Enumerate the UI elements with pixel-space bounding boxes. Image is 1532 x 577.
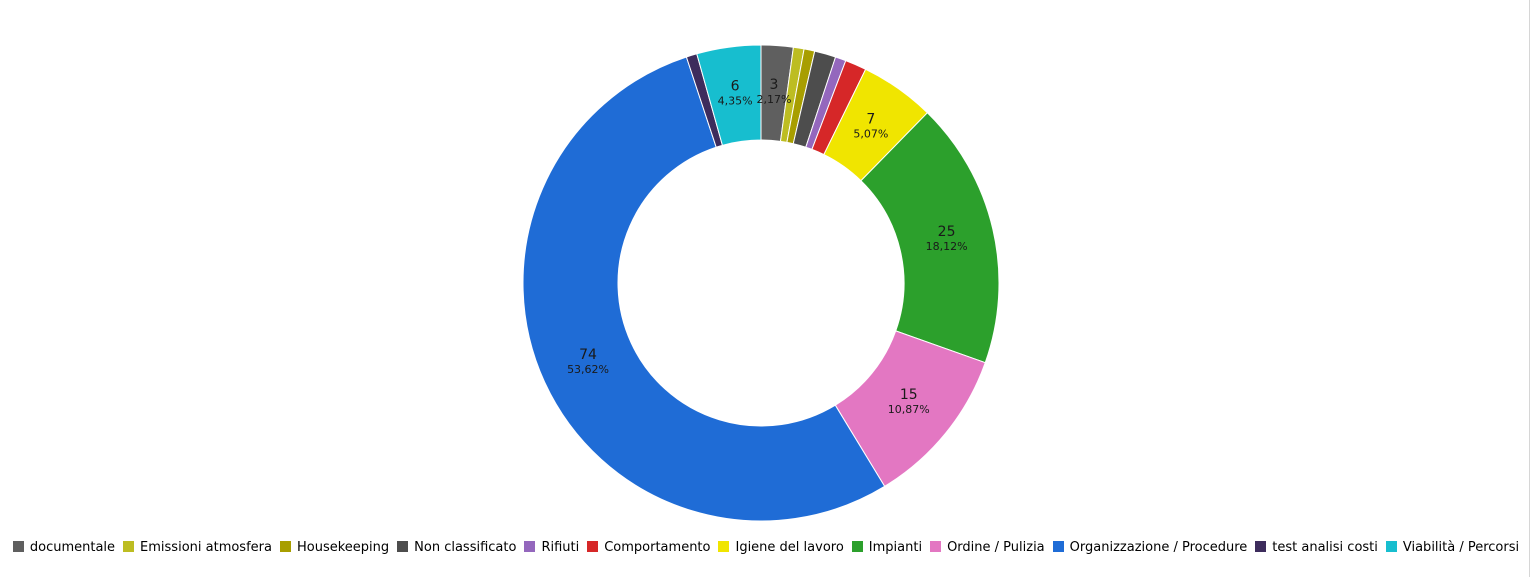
data-label-percent-viabilita-percorsi: 4,35% [718, 94, 753, 107]
legend-swatch-viabilita-percorsi [1385, 541, 1397, 552]
data-label-percent-ordine-pulizia: 10,87% [888, 403, 930, 416]
legend-label-housekeeping: Housekeeping [296, 540, 390, 555]
slice-organizzazione-procedure[interactable] [522, 56, 886, 522]
legend-item-documentale[interactable]: documentale [12, 540, 116, 555]
legend-label-viabilita-percorsi: Viabilità / Percorsi [1402, 540, 1520, 555]
legend-swatch-emissioni-atmosfera [123, 541, 135, 552]
legend-item-ordine-pulizia[interactable]: Ordine / Pulizia [930, 540, 1045, 555]
data-label-value-igiene-del-lavoro: 7 [866, 111, 875, 127]
legend-swatch-comportamento [587, 541, 599, 552]
legend-item-organizzazione-procedure[interactable]: Organizzazione / Procedure [1052, 540, 1248, 555]
legend-label-emissioni-atmosfera: Emissioni atmosfera [140, 540, 272, 555]
legend-label-non-classificato: Non classificato [414, 540, 517, 555]
data-label-value-viabilita-percorsi: 6 [731, 78, 740, 94]
legend-swatch-documentale [12, 541, 24, 552]
legend-item-housekeeping[interactable]: Housekeeping [279, 540, 390, 555]
legend-swatch-rifiuti [524, 541, 536, 552]
data-label-percent-organizzazione-procedure: 53,62% [567, 363, 609, 376]
legend-swatch-igiene-del-lavoro [718, 541, 730, 552]
legend: documentale Emissioni atmosfera Housekeepi… [0, 540, 1532, 555]
legend-swatch-impianti [851, 541, 863, 552]
legend-item-non-classificato[interactable]: Non classificato [397, 540, 516, 555]
legend-label-ordine-pulizia: Ordine / Pulizia [947, 540, 1045, 555]
legend-swatch-organizzazione-procedure [1052, 541, 1064, 552]
legend-item-emissioni-atmosfera[interactable]: Emissioni atmosfera [123, 540, 272, 555]
legend-item-test-analisi-costi[interactable]: test analisi costi [1255, 540, 1378, 555]
legend-label-impianti: Impianti [868, 540, 923, 555]
data-label-percent-igiene-del-lavoro: 5,07% [853, 127, 888, 140]
legend-item-viabilita-percorsi[interactable]: Viabilità / Percorsi [1385, 540, 1520, 555]
data-label-value-ordine-pulizia: 15 [900, 387, 918, 403]
legend-label-documentale: documentale [29, 540, 116, 555]
data-label-percent-impianti: 18,12% [926, 240, 968, 253]
legend-label-igiene-del-lavoro: Igiene del lavoro [735, 540, 844, 555]
legend-swatch-non-classificato [397, 541, 409, 552]
legend-swatch-test-analisi-costi [1255, 541, 1267, 552]
legend-item-igiene-del-lavoro[interactable]: Igiene del lavoro [718, 540, 844, 555]
legend-swatch-housekeeping [279, 541, 291, 552]
legend-label-organizzazione-procedure: Organizzazione / Procedure [1069, 540, 1248, 555]
legend-label-test-analisi-costi: test analisi costi [1272, 540, 1378, 555]
frame-divider [1529, 0, 1530, 577]
slice-impianti[interactable] [860, 112, 1000, 364]
legend-swatch-ordine-pulizia [930, 541, 942, 552]
legend-item-comportamento[interactable]: Comportamento [587, 540, 710, 555]
data-label-value-organizzazione-procedure: 74 [579, 347, 597, 363]
slices-layer [522, 44, 1000, 522]
legend-label-rifiuti: Rifiuti [541, 540, 580, 555]
data-label-value-documentale: 3 [770, 77, 779, 93]
legend-item-impianti[interactable]: Impianti [851, 540, 923, 555]
slice-viabilita-percorsi[interactable] [696, 44, 762, 146]
data-label-percent-documentale: 2,17% [757, 93, 792, 106]
data-label-value-impianti: 25 [938, 224, 956, 240]
legend-item-rifiuti[interactable]: Rifiuti [524, 540, 579, 555]
legend-label-comportamento: Comportamento [604, 540, 711, 555]
